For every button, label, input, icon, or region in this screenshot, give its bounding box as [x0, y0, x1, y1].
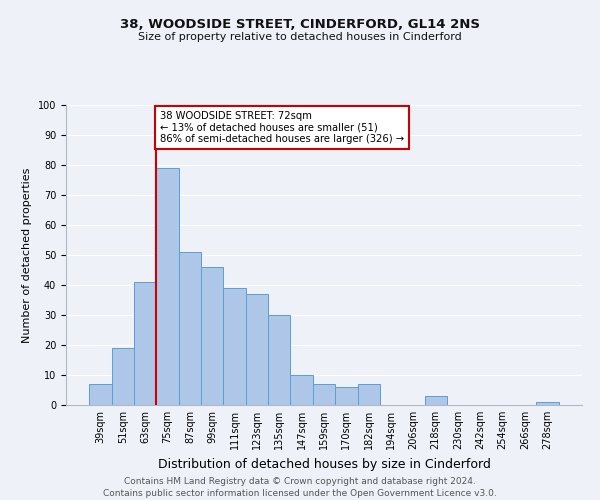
Bar — [112, 348, 134, 405]
Text: Size of property relative to detached houses in Cinderford: Size of property relative to detached ho… — [138, 32, 462, 42]
Bar — [201, 267, 223, 405]
Bar — [246, 294, 268, 405]
Y-axis label: Number of detached properties: Number of detached properties — [22, 168, 32, 342]
Bar — [268, 315, 290, 405]
Text: Contains HM Land Registry data © Crown copyright and database right 2024.: Contains HM Land Registry data © Crown c… — [124, 478, 476, 486]
Bar — [134, 282, 157, 405]
Bar — [313, 384, 335, 405]
Bar — [335, 387, 358, 405]
Bar — [425, 396, 447, 405]
Text: 38 WOODSIDE STREET: 72sqm
← 13% of detached houses are smaller (51)
86% of semi-: 38 WOODSIDE STREET: 72sqm ← 13% of detac… — [160, 111, 404, 144]
Bar — [179, 252, 201, 405]
Bar — [536, 402, 559, 405]
Bar — [290, 375, 313, 405]
Text: 38, WOODSIDE STREET, CINDERFORD, GL14 2NS: 38, WOODSIDE STREET, CINDERFORD, GL14 2N… — [120, 18, 480, 30]
Text: Contains public sector information licensed under the Open Government Licence v3: Contains public sector information licen… — [103, 489, 497, 498]
X-axis label: Distribution of detached houses by size in Cinderford: Distribution of detached houses by size … — [158, 458, 490, 470]
Bar — [89, 384, 112, 405]
Bar — [223, 288, 246, 405]
Bar — [157, 168, 179, 405]
Bar — [358, 384, 380, 405]
